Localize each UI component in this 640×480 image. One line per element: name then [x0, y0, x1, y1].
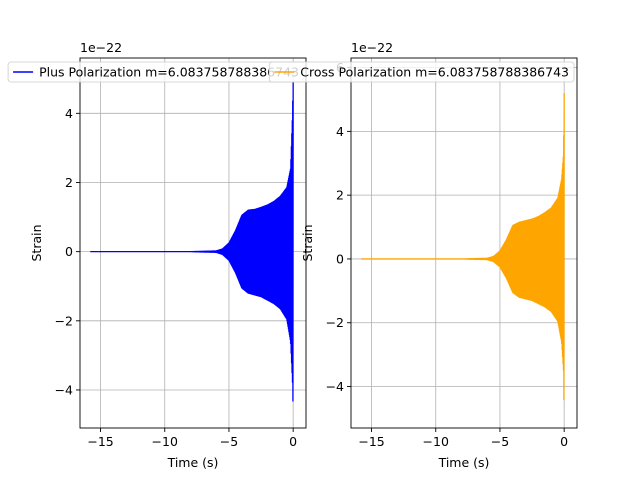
y-offset-label: 1e−22 [80, 40, 122, 55]
x-tick-label: −15 [358, 434, 384, 449]
x-tick-label: −10 [152, 434, 178, 449]
legend-label: Plus Polarization m=6.083758788386743 [39, 65, 299, 80]
y-tick-label: −2 [326, 315, 344, 330]
x-axis-label: Time (s) [438, 455, 490, 470]
y-tick-label: 2 [65, 175, 73, 190]
x-tick-label: −15 [87, 434, 113, 449]
y-tick-label: 0 [336, 251, 344, 266]
x-tick-label: −5 [220, 434, 238, 449]
y-tick-label: −4 [55, 382, 73, 397]
legend-label: Cross Polarization m=6.083758788386743 [300, 65, 569, 80]
x-tick-label: −10 [423, 434, 449, 449]
y-tick-label: −2 [55, 313, 73, 328]
left-axes: −15 −10 −5 0 −4 −2 0 2 4 1e−22 Time (s) Strain [29, 40, 307, 470]
legend-frame [268, 61, 575, 83]
x-tick-label: −5 [491, 434, 509, 449]
series-line-0 [89, 71, 294, 402]
y-tick-label: 0 [65, 244, 73, 259]
y-axis-label: Strain [300, 224, 315, 261]
y-tick-label: −4 [326, 379, 344, 394]
axes-frame [350, 57, 578, 429]
y-tick-label: 4 [336, 124, 344, 139]
x-tick-label: 0 [289, 434, 297, 449]
axes-frame [79, 57, 307, 429]
y-tick-label: 4 [65, 106, 73, 121]
y-offset-label: 1e−22 [351, 40, 393, 55]
right-legend: Cross Polarization m=6.083758788386743 [268, 61, 575, 83]
left-legend: Plus Polarization m=6.083758788386743 [7, 61, 305, 83]
series-line-0 [360, 93, 565, 401]
y-tick-label: 2 [336, 188, 344, 203]
x-tick-label: 0 [560, 434, 568, 449]
y-axis-label: Strain [29, 224, 44, 261]
x-axis-label: Time (s) [167, 455, 219, 470]
